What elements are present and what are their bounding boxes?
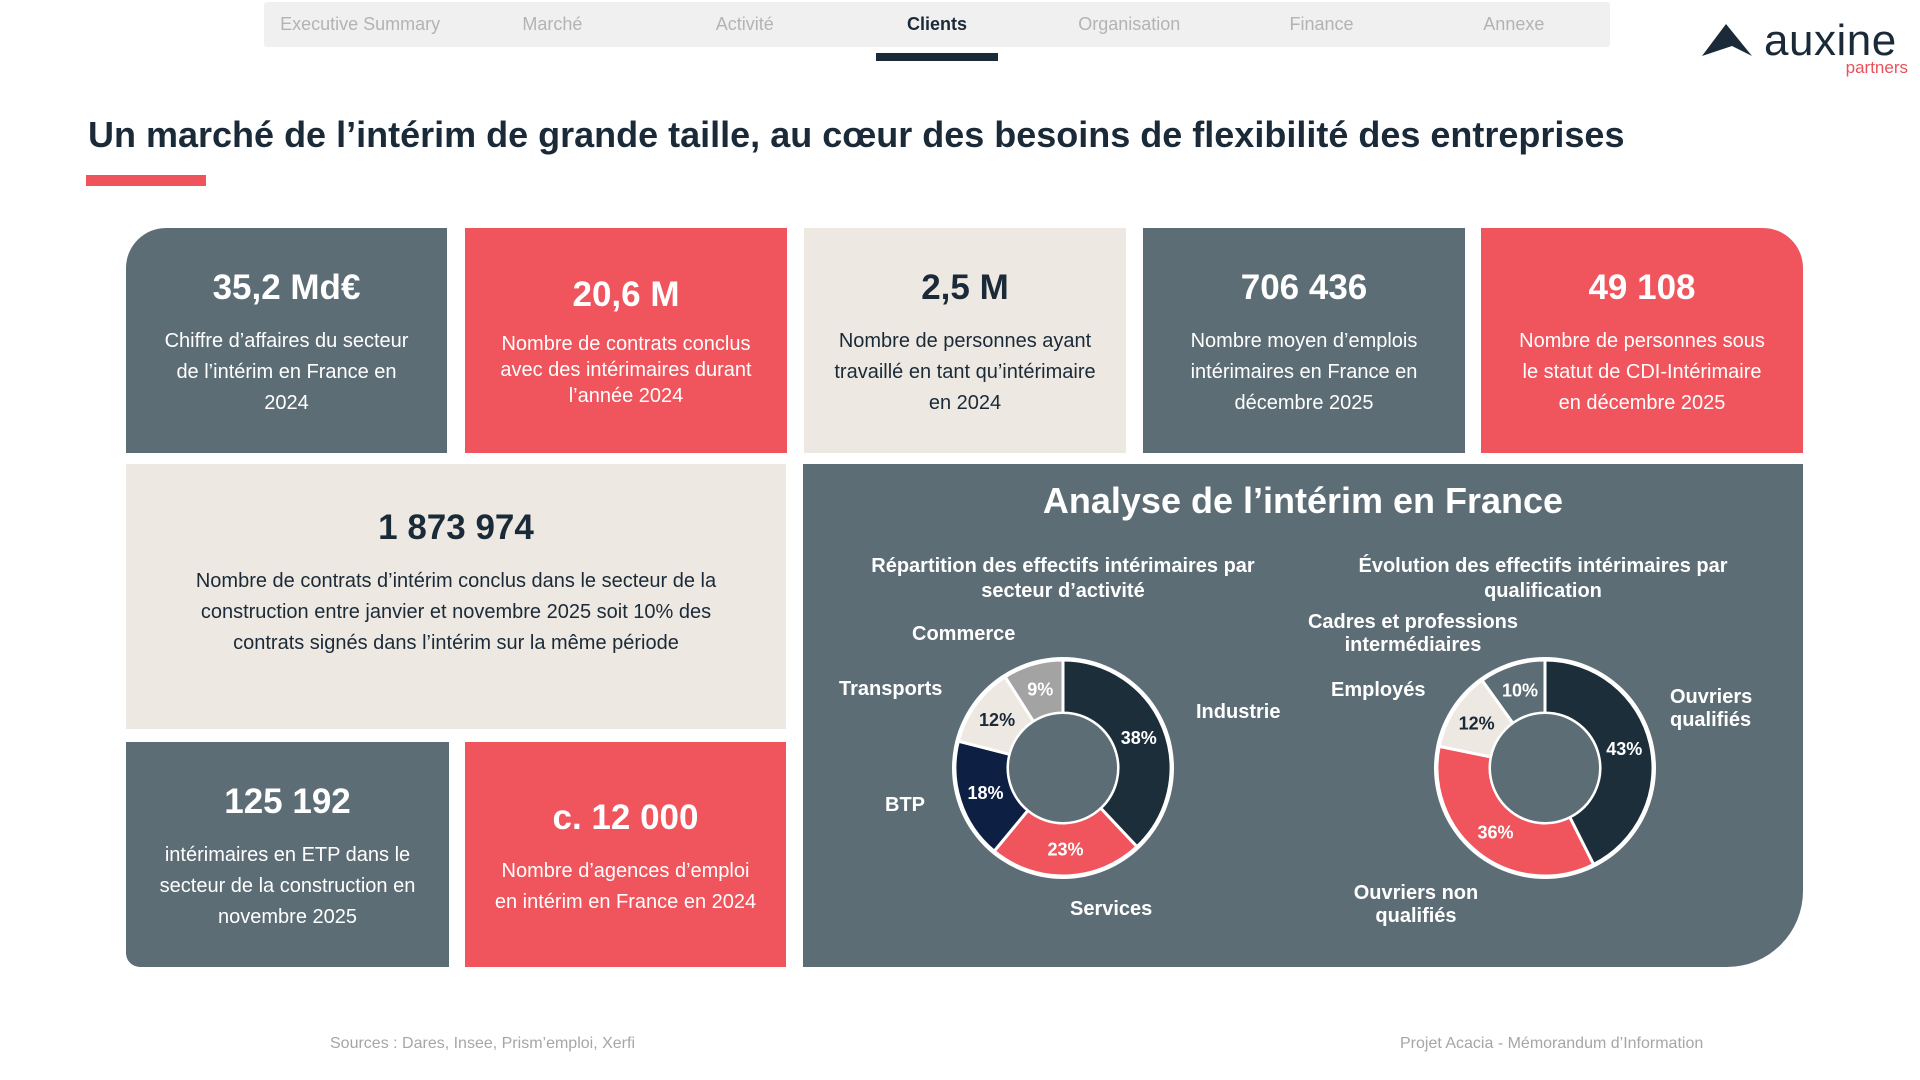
section-nav: Executive Summary Marché Activité Client… [264,2,1610,47]
legend-label-employes: Employés [1331,679,1426,701]
chart-1-title: Répartition des effectifs intérimaires p… [871,555,1255,602]
legend-label-ouvriers-non-qualifies: Ouvriers non qualifiés [1353,882,1479,927]
tab-executive-summary[interactable]: Executive Summary [280,14,441,34]
legend-label-industrie: Industrie [1196,701,1281,723]
kpi-card-agences-emploi: c. 12 000 Nombre d’agences d’emploi en i… [465,742,786,967]
kpi-description: intérimaires en ETP dans le secteur de l… [159,844,416,928]
donut-value-label: 10% [1502,680,1538,700]
kpi-description: Chiffre d’affaires du secteur de l’intér… [164,330,409,414]
auxine-logo-icon [1702,24,1752,56]
kpi-value: 49 108 [1588,268,1696,307]
kpi-value: 706 436 [1240,268,1368,307]
tab-finance[interactable]: Finance [1289,14,1354,34]
analysis-panel: Analyse de l’intérim en France Répartiti… [803,464,1803,967]
donut-value-label: 38% [1121,728,1157,748]
donut-slice-ouvriers-qualifi-s [1543,658,1655,867]
footer-sources: Sources : Dares, Insee, Prism’emploi, Xe… [330,1035,635,1052]
chart-2-title: Évolution des effectifs intérimaires par… [1358,555,1728,602]
tab-annexe[interactable]: Annexe [1483,14,1545,34]
donut-value-label: 36% [1477,823,1513,843]
legend-label-cadres: Cadres et professions intermédiaires [1307,611,1519,656]
legend-label-ouvriers-qualifies: Ouvriers qualifiés [1670,686,1753,731]
donut-slice-ouvriers-non-qualifi-s [1435,744,1596,878]
kpi-card-contrats-conclus: 20,6 M Nombre de contrats conclus avec d… [465,228,787,453]
donut-slice-industrie [1061,658,1173,849]
logo-wordmark: auxine [1764,16,1897,65]
legend-label-commerce: Commerce [912,623,1016,645]
donut-chart-qualification: 43% 36% 12% 10% [1434,657,1656,879]
tab-marche[interactable]: Marché [522,14,583,34]
tab-activite[interactable]: Activité [715,14,774,34]
donut-value-label: 43% [1606,739,1642,759]
logo-subtitle: partners [1845,58,1908,77]
page-title: Un marché de l’intérim de grande taille,… [88,114,1625,155]
kpi-card-emplois-interimaires: 706 436 Nombre moyen d’emplois intérimai… [1143,228,1465,453]
donut-value-label: 23% [1048,839,1084,859]
tab-organisation[interactable]: Organisation [1078,14,1181,34]
kpi-card-chiffre-affaires: 35,2 Md€ Chiffre d’affaires du secteur d… [126,228,447,453]
legend-label-btp: BTP [885,794,925,816]
donut-slice-cadres-et-professions-interm-diaires [1479,658,1547,726]
panel-title: Analyse de l’intérim en France [1042,480,1564,521]
auxine-logo: auxine partners [1702,16,1912,80]
footer-project: Projet Acacia - Mémorandum d’Information [1400,1035,1704,1052]
legend-label-transports: Transports [839,678,943,700]
donut-value-label: 18% [967,783,1003,803]
kpi-description: Nombre de contrats conclus avec des inté… [500,333,752,407]
kpi-description: Nombre de personnes sous le statut de CD… [1519,330,1765,414]
tab-clients[interactable]: Clients [841,2,1033,47]
kpi-value: 125 192 [224,782,351,821]
kpi-value: 1 873 974 [378,508,534,547]
kpi-value: 20,6 M [572,275,680,314]
kpi-description: Nombre de contrats d’intérim conclus dan… [195,570,717,654]
kpi-card-etp-construction: 125 192 intérimaires en ETP dans le sect… [126,742,449,967]
kpi-description: Nombre de personnes ayant travaillé en t… [834,330,1096,414]
kpi-value: 35,2 Md€ [212,268,361,307]
donut-value-label: 12% [1459,714,1495,734]
kpi-card-contrats-construction: 1 873 974 Nombre de contrats d’intérim c… [126,464,786,729]
donut-hole [1009,714,1117,822]
kpi-description: Nombre moyen d’emplois intérimaires en F… [1190,330,1418,414]
legend-label-services: Services [1070,898,1153,920]
donut-hole [1491,714,1599,822]
kpi-description: Nombre d’agences d’emploi en intérim en … [494,860,757,913]
donut-value-label: 12% [979,710,1015,730]
kpi-card-personnes-interimaires: 2,5 M Nombre de personnes ayant travaill… [804,228,1126,453]
kpi-card-cdi-interimaire: 49 108 Nombre de personnes sous le statu… [1481,228,1803,453]
donut-slice-services [992,805,1140,878]
donut-chart-secteur: 38% 23% 18% 12% 9% [952,657,1174,879]
kpi-value: 2,5 M [921,268,1009,307]
title-underline [86,175,206,186]
kpi-value: c. 12 000 [552,798,699,837]
donut-value-label: 9% [1027,680,1053,700]
donut-slice-commerce [1003,658,1065,724]
